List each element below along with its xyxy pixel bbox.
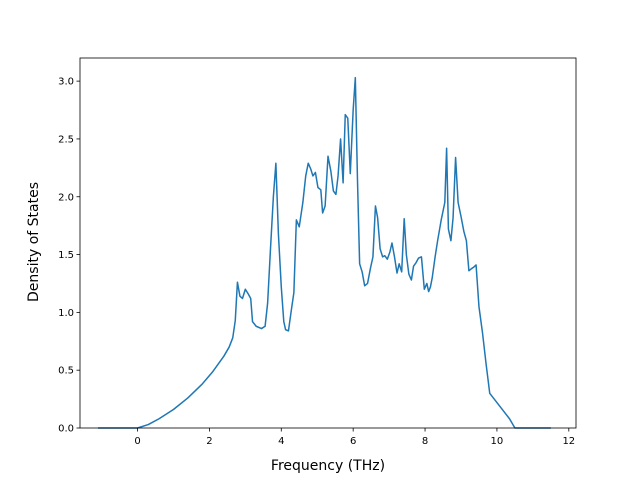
y-axis-ticks: 0.0 0.5 1.0 1.5 2.0 2.5 3.0 [58,77,80,435]
y-axis-label: Density of States [26,182,42,302]
x-tick-label: 10 [491,436,504,447]
x-axis-label: Frequency (THz) [271,458,385,474]
y-tick-label: 1.5 [58,250,74,261]
y-tick-label: 2.0 [58,192,74,203]
x-tick-label: 12 [562,436,575,447]
y-tick-label: 2.5 [58,134,74,145]
x-axis-ticks: 0 2 4 6 8 10 12 [134,428,575,447]
x-tick-label: 8 [422,436,428,447]
x-tick-label: 6 [350,436,356,447]
x-tick-label: 4 [278,436,284,447]
axes-frame [79,57,577,429]
plot-area [79,57,577,429]
y-tick-label: 3.0 [58,77,74,88]
y-tick-label: 1.0 [58,308,74,319]
y-tick-label: 0.5 [58,366,74,377]
y-tick-label: 0.0 [58,424,74,435]
x-tick-label: 0 [134,436,140,447]
x-tick-label: 2 [206,436,212,447]
dos-series-line [97,76,551,429]
